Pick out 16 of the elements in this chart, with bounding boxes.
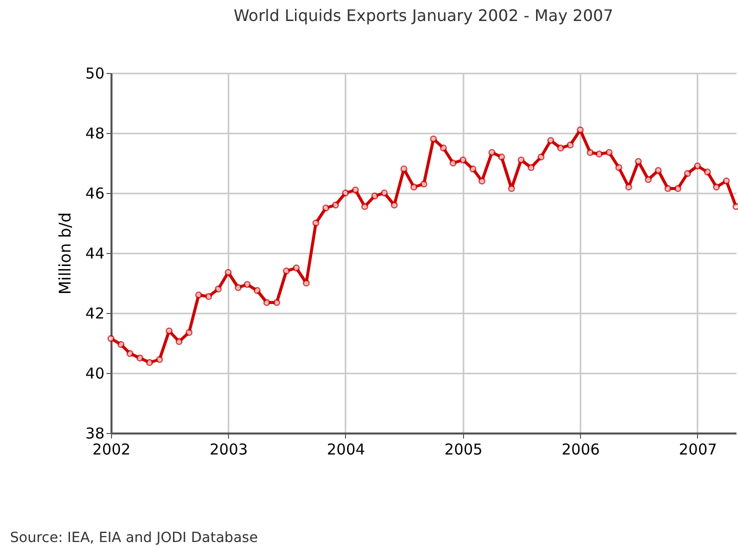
x-tick-label: 2007 <box>678 440 718 458</box>
x-tick-label: 2004 <box>326 440 366 458</box>
source-note: Source: IEA, EIA and JODI Database <box>10 530 258 546</box>
chart-title: World Liquids Exports January 2002 - May 2007 <box>234 6 614 25</box>
y-tick-label: 38 <box>85 424 104 442</box>
y-tick-label: 46 <box>85 184 104 202</box>
x-tick-label: 2005 <box>444 440 483 458</box>
y-tick-label: 50 <box>85 64 104 82</box>
x-tick-label: 2002 <box>92 440 131 458</box>
x-tick-label: 2003 <box>210 440 248 458</box>
x-tick-label: 2006 <box>562 440 600 458</box>
y-tick-label: 48 <box>85 124 104 142</box>
y-axis-title: Million b/d <box>55 212 74 295</box>
y-tick-label: 42 <box>85 304 104 322</box>
y-tick-label: 44 <box>85 244 104 262</box>
y-tick-label: 40 <box>85 364 104 382</box>
